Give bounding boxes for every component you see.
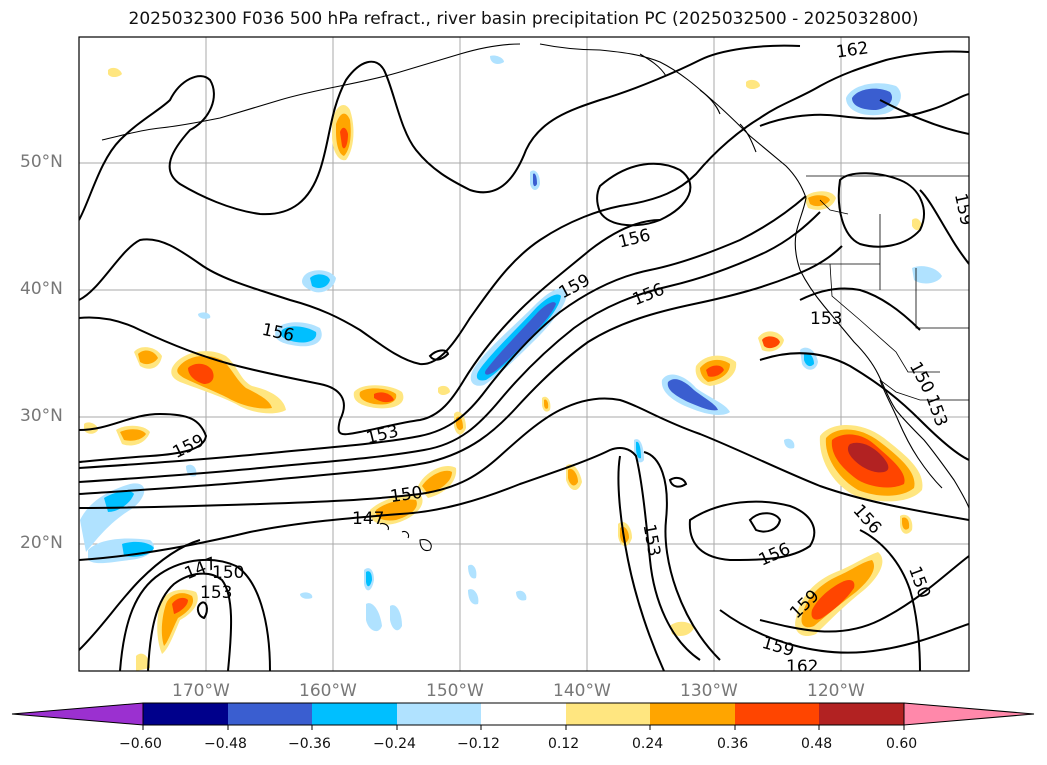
- colorbar-bin: [143, 703, 228, 725]
- colorbar: [11, 702, 1035, 730]
- lon-label: 150°W: [426, 681, 484, 701]
- contour-lines: [79, 44, 969, 671]
- map-title: 2025032300 F036 500 hPa refract., river …: [128, 9, 919, 29]
- colorbar-tick-label: 0.60: [886, 736, 918, 752]
- graticule: [79, 37, 969, 671]
- contour-label: 162: [835, 38, 870, 62]
- contour-label: 153: [810, 309, 842, 329]
- lon-label: 120°W: [807, 681, 865, 701]
- colorbar-extend-high: [903, 702, 1035, 726]
- lon-label: 170°W: [172, 681, 230, 701]
- colorbar-bin: [481, 703, 566, 725]
- colorbar-extend-low: [11, 702, 144, 726]
- lat-label: 40°N: [20, 279, 63, 299]
- coastlines: [101, 43, 969, 552]
- lon-label: 140°W: [553, 681, 611, 701]
- lat-label: 20°N: [20, 533, 63, 553]
- colorbar-bin: [228, 703, 312, 725]
- contour-label: 150: [212, 563, 244, 583]
- contour-label: 162: [786, 657, 818, 677]
- colorbar-tick-label: 0.48: [801, 736, 833, 752]
- colorbar-bin: [735, 703, 819, 725]
- colorbar-tick-label: −0.48: [204, 736, 247, 752]
- contour-label: 150: [389, 483, 424, 507]
- colorbar-tick-label: −0.24: [373, 736, 416, 752]
- contour-label: 153: [200, 583, 232, 603]
- map-frame-background: [79, 37, 969, 671]
- lat-label: 30°N: [20, 406, 63, 426]
- colorbar-tick-label: −0.60: [119, 736, 162, 752]
- lon-label: 130°W: [680, 681, 738, 701]
- colorbar-bin: [650, 703, 735, 725]
- colorbar-bin: [312, 703, 397, 725]
- colorbar-tick-label: −0.12: [457, 736, 500, 752]
- map-frame: [78, 36, 970, 672]
- colorbar-bin: [397, 703, 481, 725]
- contour-label: 147: [352, 509, 384, 529]
- colorbar-tick-label: 0.36: [717, 736, 749, 752]
- colorbar-bin: [819, 703, 904, 725]
- lon-label: 160°W: [299, 681, 357, 701]
- precip-shading: [80, 55, 942, 671]
- colorbar-tick-label: 0.12: [548, 736, 580, 752]
- colorbar-tick-label: −0.36: [288, 736, 331, 752]
- colorbar-tick-label: 0.24: [632, 736, 664, 752]
- lat-label: 50°N: [20, 152, 63, 172]
- colorbar-bin: [566, 703, 650, 725]
